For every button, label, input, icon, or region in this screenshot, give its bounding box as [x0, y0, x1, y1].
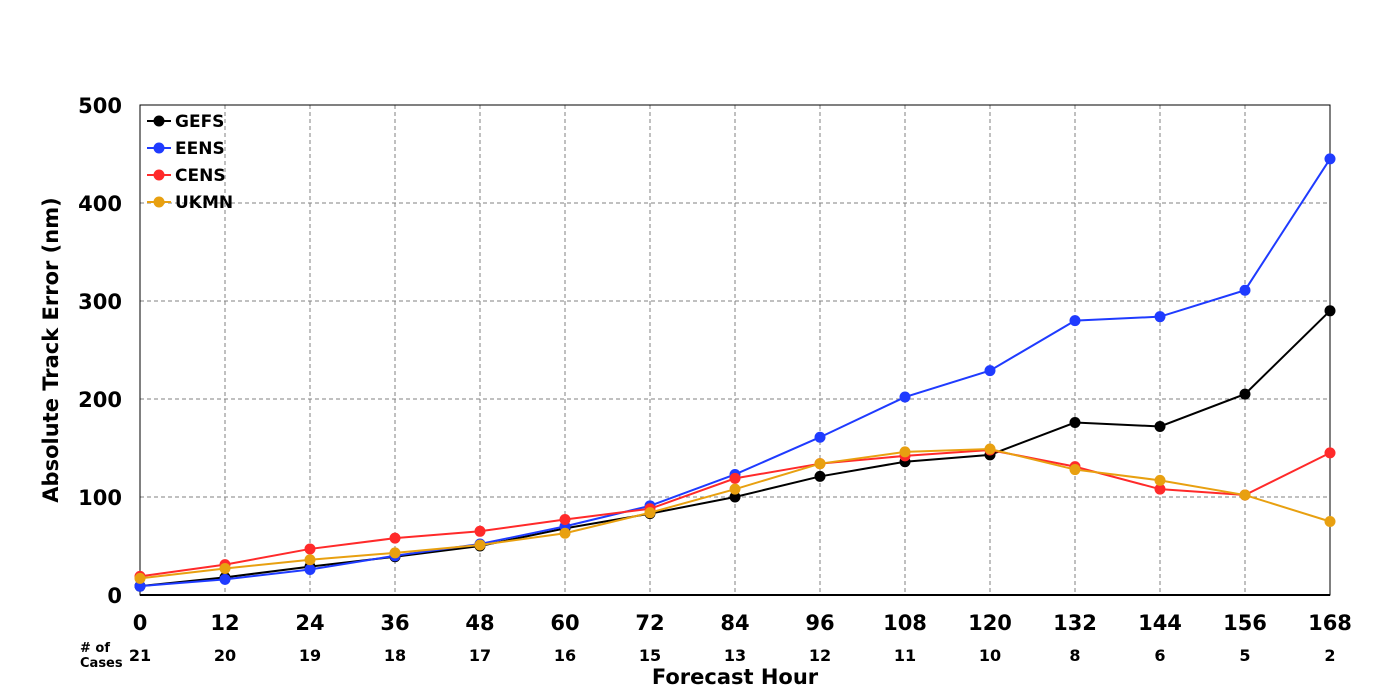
- data-point: [1324, 153, 1336, 165]
- legend-marker: [153, 169, 165, 181]
- x-axis-label: Forecast Hour: [652, 665, 819, 689]
- data-point: [644, 507, 656, 519]
- x-tick-label: 24: [295, 611, 324, 635]
- legend-item-ukmn: UKMN: [147, 193, 233, 213]
- data-point: [814, 431, 826, 443]
- data-point: [814, 458, 826, 470]
- y-tick-label: 500: [78, 94, 122, 118]
- y-tick-label: 0: [107, 584, 122, 608]
- data-point: [389, 532, 401, 544]
- data-point: [1154, 483, 1166, 495]
- data-point: [134, 580, 146, 592]
- data-point: [899, 446, 911, 458]
- legend: GEFS EENS CENS UKMN: [147, 112, 233, 213]
- cases-header: # of: [80, 641, 110, 656]
- legend-item-cens: CENS: [147, 166, 226, 186]
- cases-header: Cases: [80, 656, 123, 671]
- data-point: [1324, 516, 1336, 527]
- x-tick-label: 132: [1053, 611, 1097, 635]
- x-tick-label: 156: [1223, 611, 1267, 635]
- data-point: [304, 554, 316, 566]
- data-point: [474, 539, 486, 551]
- cases-count: 13: [724, 646, 746, 665]
- legend-label: CENS: [175, 166, 226, 186]
- cases-count: 17: [469, 646, 491, 665]
- x-tick-labels: 0 12 24 36 48 60 72 84 96 108 120 132 144 156 168: [133, 611, 1352, 635]
- cases-count: 6: [1154, 646, 1165, 665]
- cases-count: 20: [214, 646, 236, 665]
- x-tick-label: 48: [465, 611, 494, 635]
- x-tick-label: 168: [1308, 611, 1352, 635]
- data-point: [559, 527, 571, 539]
- cases-count: 12: [809, 646, 831, 665]
- x-tick-label: 108: [883, 611, 927, 635]
- legend-marker: [153, 115, 165, 127]
- data-point: [219, 573, 231, 585]
- y-tick-label: 300: [78, 290, 122, 314]
- data-point: [729, 491, 741, 503]
- data-point: [1069, 417, 1081, 429]
- cases-count: 16: [554, 646, 576, 665]
- data-point: [729, 472, 741, 484]
- x-tick-label: 120: [968, 611, 1012, 635]
- x-tick-label: 12: [210, 611, 239, 635]
- data-point: [304, 564, 316, 576]
- legend-item-gefs: GEFS: [147, 112, 224, 132]
- cases-count: 18: [384, 646, 406, 665]
- legend-label: GEFS: [175, 112, 224, 132]
- y-tick-label: 200: [78, 388, 122, 412]
- x-tick-label: 84: [720, 611, 749, 635]
- data-point: [1239, 284, 1251, 296]
- data-point: [134, 572, 146, 584]
- y-tick-label: 400: [78, 192, 122, 216]
- cases-count: 8: [1069, 646, 1080, 665]
- data-point: [1324, 305, 1336, 317]
- y-axis-label: Absolute Track Error (nm): [39, 197, 63, 502]
- cases-count: 11: [894, 646, 916, 665]
- legend-label: EENS: [175, 139, 225, 159]
- data-point: [899, 391, 911, 403]
- x-tick-label: 60: [550, 611, 579, 635]
- data-point: [1154, 474, 1166, 486]
- data-point: [1154, 420, 1166, 432]
- x-tick-label: 36: [380, 611, 409, 635]
- data-point: [729, 483, 741, 495]
- data-point: [1239, 489, 1251, 501]
- data-point: [1069, 464, 1081, 476]
- data-point: [1154, 311, 1166, 323]
- data-point: [389, 547, 401, 559]
- data-point: [1324, 447, 1336, 459]
- data-point: [984, 443, 996, 455]
- legend-marker: [153, 142, 165, 154]
- legend-label: UKMN: [175, 193, 233, 213]
- data-point: [474, 525, 486, 537]
- series-layer: [134, 153, 1336, 592]
- y-tick-label: 100: [78, 486, 122, 510]
- cases-count: 10: [979, 646, 1001, 665]
- data-point: [1069, 315, 1081, 327]
- data-point: [304, 543, 316, 555]
- cases-count: 19: [299, 646, 321, 665]
- data-point: [559, 514, 571, 526]
- cases-count: 15: [639, 646, 661, 665]
- data-point: [219, 563, 231, 575]
- x-tick-label: 0: [133, 611, 148, 635]
- cases-count: 21: [129, 646, 151, 665]
- legend-marker: [153, 196, 165, 208]
- data-point: [814, 470, 826, 482]
- series-ukmn: [134, 443, 1336, 584]
- x-tick-label: 96: [805, 611, 834, 635]
- x-tick-label: 144: [1138, 611, 1182, 635]
- y-tick-labels: 0 100 200 300 400 500: [78, 94, 122, 608]
- data-point: [984, 365, 996, 377]
- data-point: [1239, 388, 1251, 400]
- cases-count: 5: [1239, 646, 1250, 665]
- x-tick-label: 72: [635, 611, 664, 635]
- legend-item-eens: EENS: [147, 139, 225, 159]
- cases-count: 2: [1324, 646, 1335, 665]
- grid: [140, 105, 1330, 595]
